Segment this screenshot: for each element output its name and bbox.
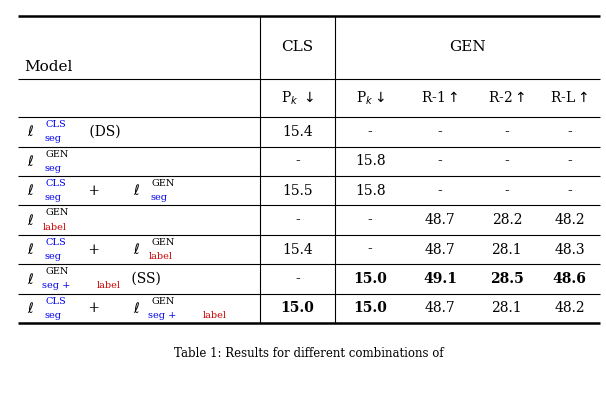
Text: P$_k$ $\downarrow$: P$_k$ $\downarrow$: [281, 89, 314, 107]
Text: GEN: GEN: [45, 267, 69, 276]
Text: $\ell$: $\ell$: [27, 154, 35, 169]
Text: 48.6: 48.6: [553, 272, 587, 286]
Text: $\ell$: $\ell$: [27, 242, 35, 257]
Text: $\ell$: $\ell$: [27, 271, 35, 286]
Text: -: -: [567, 184, 572, 198]
Text: CLS: CLS: [281, 40, 313, 55]
Text: 15.0: 15.0: [353, 301, 387, 316]
Text: label: label: [148, 252, 173, 261]
Text: 15.5: 15.5: [282, 184, 313, 198]
Text: 48.7: 48.7: [425, 213, 455, 227]
Text: CLS: CLS: [45, 120, 66, 129]
Text: -: -: [504, 154, 509, 168]
Text: 48.7: 48.7: [425, 301, 455, 316]
Text: -: -: [438, 184, 442, 198]
Text: 15.0: 15.0: [281, 301, 315, 316]
Text: seg +: seg +: [148, 311, 180, 320]
Text: -: -: [567, 125, 572, 139]
Text: -: -: [368, 125, 373, 139]
Text: 28.1: 28.1: [491, 243, 522, 257]
Text: 28.1: 28.1: [491, 301, 522, 316]
Text: (SS): (SS): [127, 272, 161, 286]
Text: -: -: [567, 154, 572, 168]
Text: +: +: [84, 184, 104, 198]
Text: CLS: CLS: [45, 179, 66, 188]
Text: 15.8: 15.8: [355, 154, 385, 168]
Text: R-2$\uparrow$: R-2$\uparrow$: [488, 90, 525, 105]
Text: +: +: [84, 243, 104, 257]
Text: 15.4: 15.4: [282, 125, 313, 139]
Text: -: -: [504, 184, 509, 198]
Text: 28.2: 28.2: [491, 213, 522, 227]
Text: 48.3: 48.3: [554, 243, 585, 257]
Text: -: -: [438, 154, 442, 168]
Text: CLS: CLS: [45, 297, 66, 306]
Text: 15.0: 15.0: [353, 272, 387, 286]
Text: seg: seg: [44, 252, 61, 261]
Text: 28.5: 28.5: [490, 272, 524, 286]
Text: GEN: GEN: [152, 179, 175, 188]
Text: -: -: [295, 154, 300, 168]
Text: GEN: GEN: [45, 149, 69, 158]
Text: -: -: [368, 213, 373, 227]
Text: seg +: seg +: [42, 282, 74, 290]
Text: seg: seg: [44, 134, 61, 143]
Text: -: -: [368, 243, 373, 257]
Text: GEN: GEN: [449, 40, 486, 55]
Text: GEN: GEN: [152, 238, 175, 247]
Text: 15.4: 15.4: [282, 243, 313, 257]
Text: 15.8: 15.8: [355, 184, 385, 198]
Text: (DS): (DS): [85, 125, 121, 139]
Text: $\ell$: $\ell$: [27, 183, 35, 198]
Text: 48.7: 48.7: [425, 243, 455, 257]
Text: GEN: GEN: [152, 297, 175, 306]
Text: seg: seg: [44, 164, 61, 173]
Text: label: label: [42, 223, 67, 231]
Text: $\ell$: $\ell$: [133, 242, 141, 257]
Text: -: -: [295, 213, 300, 227]
Text: 48.2: 48.2: [554, 213, 585, 227]
Text: P$_k$$\downarrow$: P$_k$$\downarrow$: [356, 89, 385, 107]
Text: $\ell$: $\ell$: [133, 301, 141, 316]
Text: $\ell$: $\ell$: [27, 124, 35, 139]
Text: Model: Model: [24, 60, 73, 74]
Text: 48.2: 48.2: [554, 301, 585, 316]
Text: seg: seg: [44, 193, 61, 202]
Text: -: -: [438, 125, 442, 139]
Text: CLS: CLS: [45, 238, 66, 247]
Text: +: +: [84, 301, 104, 316]
Text: label: label: [203, 311, 227, 320]
Text: $\ell$: $\ell$: [27, 301, 35, 316]
Text: $\ell$: $\ell$: [133, 183, 141, 198]
Text: seg: seg: [44, 311, 61, 320]
Text: R-L$\uparrow$: R-L$\uparrow$: [550, 90, 588, 105]
Text: GEN: GEN: [45, 208, 69, 217]
Text: label: label: [97, 282, 121, 290]
Text: seg: seg: [150, 193, 167, 202]
Text: $\ell$: $\ell$: [27, 213, 35, 228]
Text: R-1$\uparrow$: R-1$\uparrow$: [421, 90, 459, 105]
Text: 49.1: 49.1: [423, 272, 457, 286]
Text: Table 1: Results for different combinations of: Table 1: Results for different combinati…: [175, 347, 444, 360]
Text: -: -: [504, 125, 509, 139]
Text: -: -: [295, 272, 300, 286]
